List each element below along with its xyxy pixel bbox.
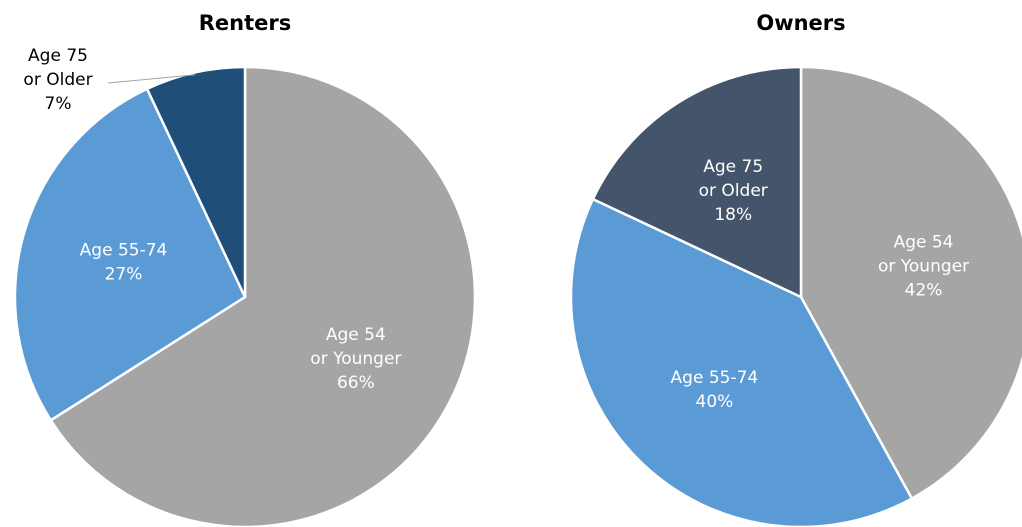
- category-line: Age 54: [326, 325, 386, 345]
- category-line: or Younger: [310, 349, 401, 369]
- category-line: Age 75: [28, 46, 88, 66]
- category-line: Age 75: [703, 157, 763, 177]
- pie-slice: [145, 65, 247, 298]
- pie-slice: [13, 87, 247, 422]
- data-label: Age 75 or Older 7%: [23, 46, 92, 114]
- data-label: Age 75 or Older 18%: [699, 157, 768, 225]
- data-label: Age 55-74 27%: [80, 241, 168, 285]
- pie-slice: [49, 65, 477, 527]
- value-label: 7%: [45, 94, 72, 114]
- pie-slice: [569, 197, 914, 527]
- pie-slice: [799, 65, 1022, 501]
- category-label: Age 54 or Younger: [310, 325, 401, 369]
- data-label: Age 54 or Younger 42%: [878, 233, 969, 301]
- pie-slice: [591, 65, 803, 299]
- category-line: or Older: [23, 70, 92, 90]
- category-label: Age 54 or Younger: [878, 233, 969, 277]
- value-label: 27%: [105, 265, 143, 285]
- category-label: Age 75 or Older: [23, 46, 92, 90]
- category-line: Age 54: [894, 233, 954, 253]
- chart-title: Owners: [756, 11, 845, 35]
- category-line: or Younger: [878, 257, 969, 277]
- leader-line: [107, 74, 196, 84]
- data-label: Age 54 or Younger 66%: [310, 325, 401, 393]
- category-label: Age 75 or Older: [699, 157, 768, 201]
- value-label: 42%: [905, 281, 943, 301]
- category-label: Age 55-74: [671, 368, 759, 388]
- value-label: 66%: [337, 373, 375, 393]
- category-line: or Older: [699, 181, 768, 201]
- chart-title: Renters: [199, 11, 292, 35]
- value-label: 18%: [714, 205, 752, 225]
- category-label: Age 55-74: [80, 241, 168, 261]
- data-label: Age 55-74 40%: [671, 368, 759, 412]
- value-label: 40%: [696, 392, 734, 412]
